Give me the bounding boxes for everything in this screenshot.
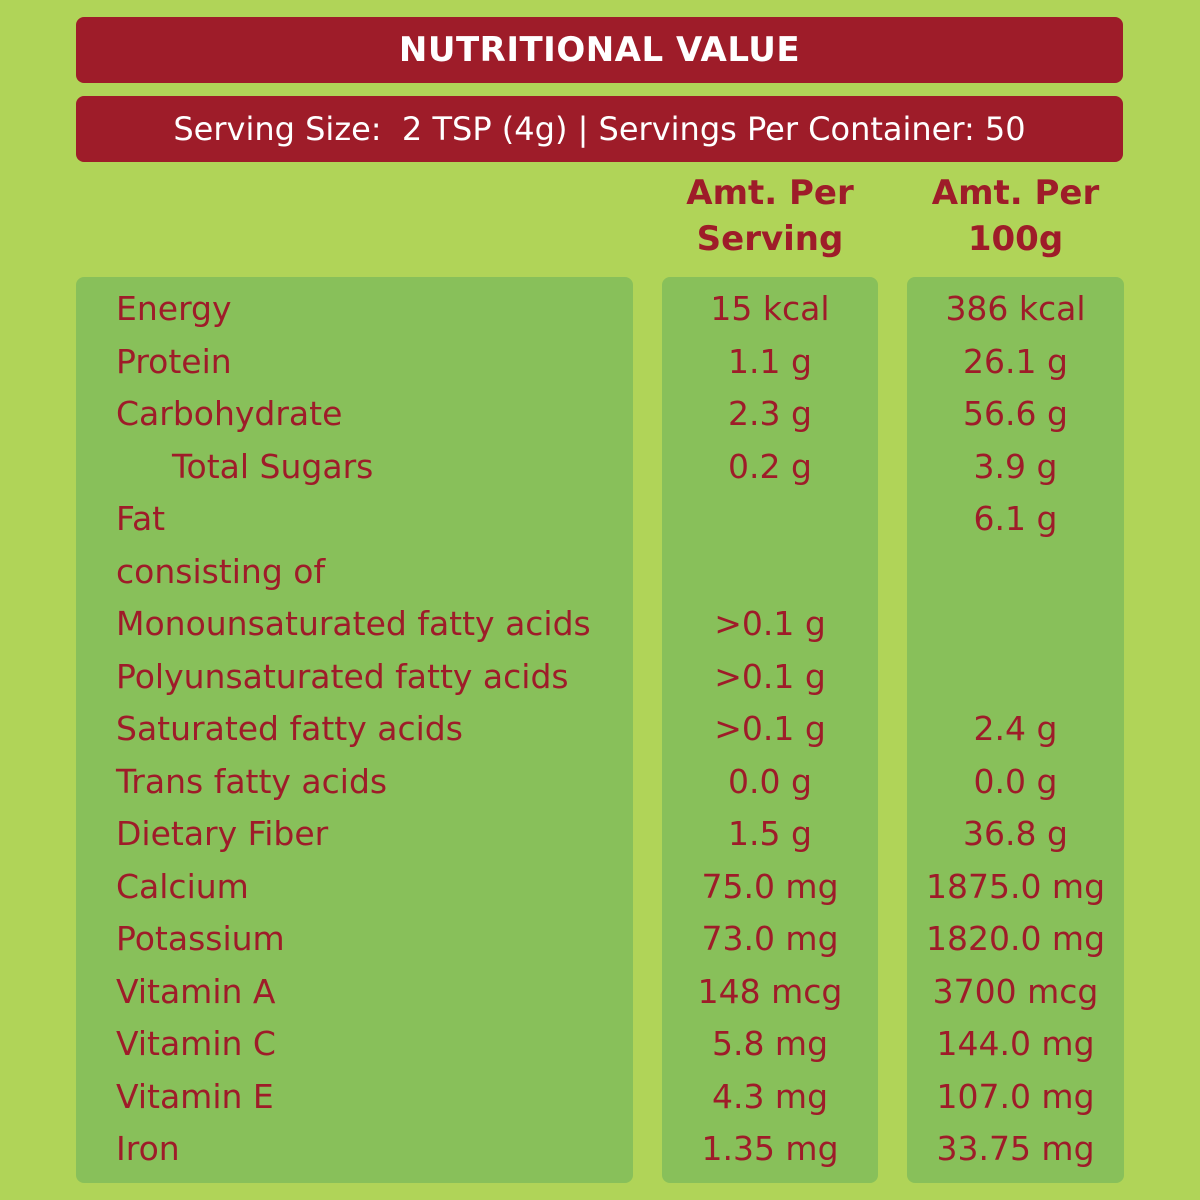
nutrient-name: Protein bbox=[116, 341, 232, 381]
column-header-line: Serving bbox=[696, 219, 844, 259]
amount-per-serving: >0.1 g bbox=[714, 656, 826, 696]
table-row: Polyunsaturated fatty acids >0.1 g bbox=[0, 651, 1200, 704]
nutrient-names-panel bbox=[76, 277, 633, 1183]
table-row: Vitamin A 148 mcg 3700 mcg bbox=[0, 966, 1200, 1019]
nutrient-name: Iron bbox=[116, 1129, 180, 1168]
table-row: Vitamin E 4.3 mg 107.0 mg bbox=[0, 1071, 1200, 1124]
nutrient-name: Total Sugars bbox=[172, 446, 374, 486]
table-row: consisting of bbox=[0, 546, 1200, 599]
per-100g-panel bbox=[907, 277, 1124, 1183]
nutrient-name: Calcium bbox=[116, 866, 249, 906]
nutrient-name: Carbohydrate bbox=[116, 394, 343, 433]
column-header-per-serving: Amt. Per Serving bbox=[662, 170, 878, 262]
table-row: Fat 6.1 g bbox=[0, 493, 1200, 546]
table-row: Energy 15 kcal 386 kcal bbox=[0, 283, 1200, 336]
nutrient-name: Saturated fatty acids bbox=[116, 709, 463, 748]
amount-per-serving: 1.35 mg bbox=[701, 1129, 839, 1168]
nutrient-name: Vitamin C bbox=[116, 1024, 276, 1063]
amount-per-100g: 144.0 mg bbox=[936, 1024, 1095, 1063]
amount-per-serving: >0.1 g bbox=[714, 604, 826, 643]
amount-per-100g: 6.1 g bbox=[973, 499, 1058, 538]
nutrient-name: consisting of bbox=[116, 551, 326, 591]
amount-per-100g: 3.9 g bbox=[973, 446, 1058, 486]
nutrient-name: Fat bbox=[116, 499, 166, 538]
amount-per-serving: 2.3 g bbox=[728, 394, 812, 433]
amount-per-100g: 107.0 mg bbox=[936, 1076, 1095, 1116]
amount-per-100g: 33.75 mg bbox=[936, 1129, 1095, 1168]
column-header-line: Amt. Per bbox=[686, 173, 854, 213]
amount-per-100g: 1875.0 mg bbox=[925, 866, 1106, 906]
table-row: Trans fatty acids 0.0 g 0.0 g bbox=[0, 756, 1200, 809]
table-row: Iron 1.35 mg 33.75 mg bbox=[0, 1123, 1200, 1176]
column-header-per-100g: Amt. Per 100g bbox=[907, 170, 1124, 262]
amount-per-serving: 4.3 mg bbox=[711, 1076, 829, 1116]
amount-per-serving: 5.8 mg bbox=[711, 1024, 829, 1063]
nutrient-name: Polyunsaturated fatty acids bbox=[116, 656, 569, 696]
amount-per-serving: 1.5 g bbox=[728, 814, 812, 853]
nutrient-name: Vitamin A bbox=[116, 971, 276, 1011]
nutrient-name: Dietary Fiber bbox=[116, 814, 329, 853]
table-row: Saturated fatty acids >0.1 g 2.4 g bbox=[0, 703, 1200, 756]
serving-info-text: Serving Size: 2 TSP (4g) | Servings Per … bbox=[173, 110, 1026, 148]
amount-per-100g: 26.1 g bbox=[963, 341, 1068, 381]
amount-per-serving: 0.2 g bbox=[728, 446, 812, 486]
amount-per-serving: 1.1 g bbox=[728, 341, 812, 381]
nutrition-table: Energy 15 kcal 386 kcal Protein 1.1 g 26… bbox=[0, 283, 1200, 1176]
page-title: NUTRITIONAL VALUE bbox=[398, 30, 801, 70]
table-row: Dietary Fiber 1.5 g 36.8 g bbox=[0, 808, 1200, 861]
column-header-line: 100g bbox=[967, 219, 1064, 259]
amount-per-serving: 73.0 mg bbox=[701, 919, 839, 958]
nutrient-name: Trans fatty acids bbox=[116, 761, 388, 801]
serving-info-banner: Serving Size: 2 TSP (4g) | Servings Per … bbox=[76, 96, 1123, 162]
amount-per-100g: 1820.0 mg bbox=[925, 919, 1106, 958]
per-serving-panel bbox=[662, 277, 878, 1183]
table-row: Calcium 75.0 mg 1875.0 mg bbox=[0, 861, 1200, 914]
amount-per-serving: >0.1 g bbox=[714, 709, 826, 748]
amount-per-100g: 56.6 g bbox=[963, 394, 1068, 433]
column-header-line: Amt. Per bbox=[931, 173, 1100, 213]
nutrient-name: Monounsaturated fatty acids bbox=[116, 604, 591, 643]
table-row: Carbohydrate 2.3 g 56.6 g bbox=[0, 388, 1200, 441]
title-banner: NUTRITIONAL VALUE bbox=[76, 17, 1123, 83]
table-row: Vitamin C 5.8 mg 144.0 mg bbox=[0, 1018, 1200, 1071]
nutrient-name: Energy bbox=[116, 289, 232, 328]
amount-per-serving: 0.0 g bbox=[728, 761, 812, 801]
amount-per-serving: 75.0 mg bbox=[701, 866, 839, 906]
amount-per-100g: 2.4 g bbox=[973, 709, 1058, 748]
nutrient-name: Vitamin E bbox=[116, 1076, 274, 1116]
table-row: Monounsaturated fatty acids >0.1 g bbox=[0, 598, 1200, 651]
amount-per-100g: 386 kcal bbox=[945, 289, 1086, 328]
amount-per-serving: 15 kcal bbox=[710, 289, 830, 328]
table-row: Potassium 73.0 mg 1820.0 mg bbox=[0, 913, 1200, 966]
amount-per-100g: 3700 mcg bbox=[932, 971, 1099, 1011]
amount-per-100g: 0.0 g bbox=[973, 761, 1058, 801]
nutrient-name: Potassium bbox=[116, 919, 285, 958]
amount-per-100g: 36.8 g bbox=[963, 814, 1068, 853]
table-row: Protein 1.1 g 26.1 g bbox=[0, 336, 1200, 389]
amount-per-serving: 148 mcg bbox=[697, 971, 843, 1011]
table-row: Total Sugars 0.2 g 3.9 g bbox=[0, 441, 1200, 494]
